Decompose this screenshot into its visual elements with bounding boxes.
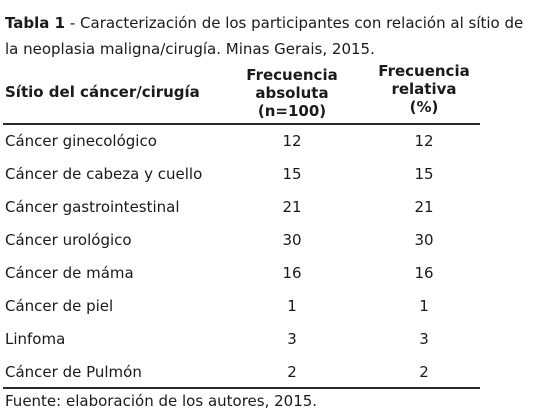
cell-relative: 15 bbox=[414, 165, 434, 183]
table-row: Cáncer de Pulmón 2 2 bbox=[0, 356, 541, 389]
column-header-absolute-line2: absoluta bbox=[255, 84, 329, 102]
column-header-absolute: Frecuencia absoluta (n=100) bbox=[233, 66, 351, 120]
table-caption-label: Tabla 1 bbox=[5, 14, 66, 32]
table-row: Cáncer ginecológico 12 12 bbox=[0, 125, 541, 158]
cell-site: Cáncer de cabeza y cuello bbox=[5, 165, 203, 183]
cell-relative: 30 bbox=[414, 231, 434, 249]
cell-relative: 3 bbox=[419, 330, 429, 348]
cell-site: Cáncer de máma bbox=[5, 264, 134, 282]
column-header-absolute-line1: Frecuencia bbox=[246, 66, 338, 84]
table-row: Cáncer de cabeza y cuello 15 15 bbox=[0, 158, 541, 191]
cell-relative: 16 bbox=[414, 264, 434, 282]
column-header-site: Sítio del cáncer/cirugía bbox=[5, 83, 200, 101]
column-header-relative-line3: (%) bbox=[409, 98, 439, 116]
cell-relative: 1 bbox=[419, 297, 429, 315]
cell-absolute: 15 bbox=[282, 165, 302, 183]
header-rule bbox=[3, 123, 480, 125]
cell-relative: 2 bbox=[419, 363, 429, 381]
cell-site: Cáncer urológico bbox=[5, 231, 132, 249]
cell-site: Linfoma bbox=[5, 330, 66, 348]
cell-absolute: 2 bbox=[287, 363, 297, 381]
footer-rule bbox=[3, 387, 480, 389]
cell-site: Cáncer gastrointestinal bbox=[5, 198, 180, 216]
table-row: Cáncer gastrointestinal 21 21 bbox=[0, 191, 541, 224]
cell-relative: 21 bbox=[414, 198, 434, 216]
column-header-relative: Frecuencia relativa (%) bbox=[369, 62, 479, 116]
table-caption-text: - Caracterización de los participantes c… bbox=[5, 14, 524, 58]
table-body: Cáncer ginecológico 12 12 Cáncer de cabe… bbox=[0, 125, 541, 389]
cell-absolute: 30 bbox=[282, 231, 302, 249]
table-footnote: Fuente: elaboración de los autores, 2015… bbox=[5, 392, 318, 410]
table-row: Linfoma 3 3 bbox=[0, 323, 541, 356]
table-row: Cáncer de piel 1 1 bbox=[0, 290, 541, 323]
column-header-relative-line1: Frecuencia bbox=[378, 62, 470, 80]
cell-absolute: 1 bbox=[287, 297, 297, 315]
cell-site: Cáncer de piel bbox=[5, 297, 114, 315]
cell-site: Cáncer de Pulmón bbox=[5, 363, 142, 381]
cell-absolute: 21 bbox=[282, 198, 302, 216]
column-header-relative-line2: relativa bbox=[391, 80, 457, 98]
table-row: Cáncer de máma 16 16 bbox=[0, 257, 541, 290]
table-caption: Tabla 1 - Caracterización de los partici… bbox=[5, 10, 539, 62]
cell-absolute: 12 bbox=[282, 132, 302, 150]
table-row: Cáncer urológico 30 30 bbox=[0, 224, 541, 257]
cell-relative: 12 bbox=[414, 132, 434, 150]
cell-absolute: 3 bbox=[287, 330, 297, 348]
column-header-absolute-line3: (n=100) bbox=[257, 102, 327, 120]
cell-absolute: 16 bbox=[282, 264, 302, 282]
cell-site: Cáncer ginecológico bbox=[5, 132, 157, 150]
